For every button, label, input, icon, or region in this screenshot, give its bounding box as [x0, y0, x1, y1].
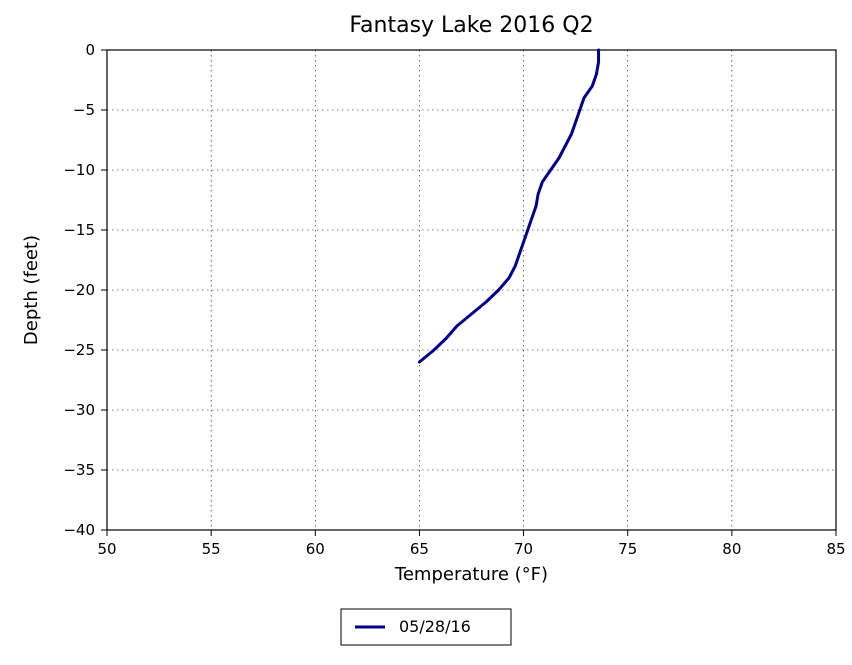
x-axis-label: Temperature (°F): [394, 564, 548, 585]
x-tick-label: 60: [306, 540, 325, 558]
x-tick-label: 85: [826, 540, 845, 558]
x-tick-label: 65: [410, 540, 429, 558]
y-tick-label: −20: [63, 281, 95, 299]
y-axis-label: Depth (feet): [21, 235, 42, 345]
legend-label-0: 05/28/16: [399, 617, 471, 636]
chart-title: Fantasy Lake 2016 Q2: [349, 13, 593, 38]
chart-container: 50 55 60 65 70 75 80 85 −40 −35 −30 −25 −20 −15 −10 −5 0…: [0, 0, 852, 665]
x-tick-label: 80: [722, 540, 741, 558]
x-tick-label: 50: [97, 540, 116, 558]
y-tick-label: −40: [63, 521, 95, 539]
y-tick-label: 0: [85, 41, 95, 59]
y-tick-label: −15: [63, 221, 95, 239]
line-chart: 50 55 60 65 70 75 80 85 −40 −35 −30 −25 −20 −15 −10 −5 0…: [0, 0, 852, 665]
y-tick-label: −30: [63, 401, 95, 419]
x-tick-label: 70: [514, 540, 533, 558]
x-tick-label: 55: [202, 540, 221, 558]
y-tick-label: −10: [63, 161, 95, 179]
y-tick-label: −5: [73, 101, 95, 119]
y-tick-label: −25: [63, 341, 95, 359]
x-tick-label: 75: [618, 540, 637, 558]
y-tick-label: −35: [63, 461, 95, 479]
